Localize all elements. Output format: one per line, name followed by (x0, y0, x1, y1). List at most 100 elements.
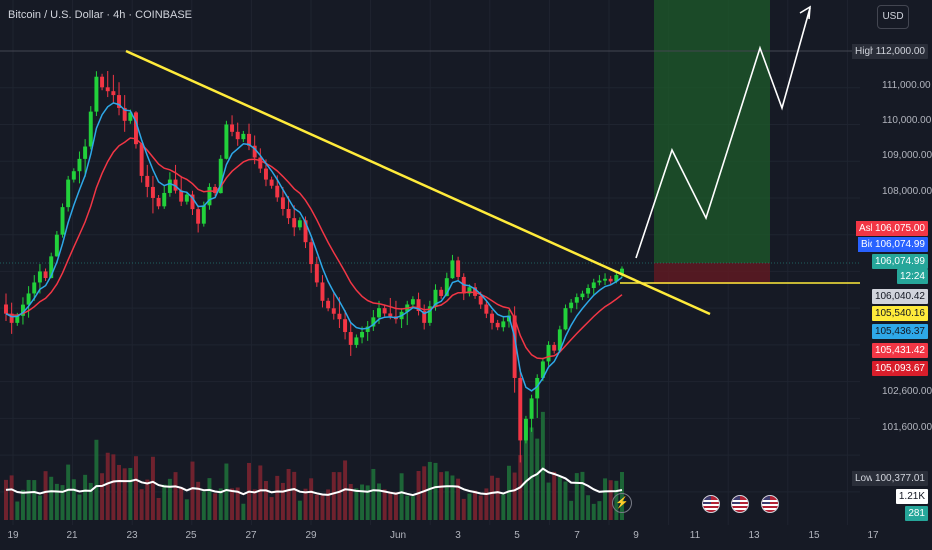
y-tick: 101,600.00 (882, 422, 932, 433)
x-tick: 21 (66, 530, 78, 541)
volume-bar (603, 478, 608, 520)
candle-up (207, 186, 212, 206)
volume-bar (309, 478, 314, 520)
volume-bar (66, 464, 71, 520)
candle-down (518, 377, 523, 441)
candle-down (382, 308, 387, 314)
candle-down (122, 107, 127, 121)
volume-bar (535, 438, 540, 520)
lightning-icon[interactable]: ⚡ (612, 493, 632, 513)
volume-bar (167, 478, 172, 520)
x-tick: 7 (574, 530, 580, 541)
x-tick: 3 (455, 530, 461, 541)
candle-down (331, 308, 336, 314)
slow-ma-line (5, 137, 623, 360)
volume-bar (382, 489, 387, 520)
candle-down (286, 208, 291, 219)
volume-bar (49, 476, 54, 520)
volume-bar (139, 489, 144, 520)
candle-down (230, 124, 235, 132)
x-tick: 5 (514, 530, 520, 541)
volume-bar (591, 503, 596, 520)
x-tick: 25 (185, 530, 197, 541)
candle-up (224, 124, 229, 159)
volume-bar (162, 484, 167, 520)
volume-bar (348, 484, 353, 520)
volume-bar (241, 503, 246, 520)
candle-up (54, 234, 59, 257)
volume-bar (467, 493, 472, 520)
y-tick: 108,000.00 (882, 186, 932, 197)
volume-bar (586, 495, 591, 520)
x-tick: 17 (867, 530, 879, 541)
volume-bar (71, 479, 76, 520)
candle-up (360, 331, 365, 338)
candle-up (603, 278, 608, 281)
candle-down (309, 242, 314, 265)
candle-down (326, 300, 331, 309)
candle-down (343, 319, 348, 333)
long-position-profit-zone (654, 0, 770, 263)
volume-bar (15, 501, 20, 520)
candle-down (145, 175, 150, 187)
candle-up (529, 398, 534, 419)
price-label: 105,540.16 (871, 306, 928, 321)
candle-up (32, 282, 37, 294)
volume-bar (473, 490, 478, 520)
candle-up (15, 315, 20, 323)
candle-up (162, 192, 167, 207)
volume-bar (269, 497, 274, 520)
volume-bar (439, 472, 444, 520)
volume-bar (43, 471, 48, 520)
candle-down (422, 311, 427, 323)
candle-up (597, 280, 602, 283)
volume-ma-line (5, 467, 623, 497)
volume-bar (179, 487, 184, 520)
candle-up (523, 418, 528, 441)
ask-price-label: 106,075.00 (871, 221, 928, 236)
x-tick: 9 (633, 530, 639, 541)
volume-bar (371, 468, 376, 520)
candle-down (456, 260, 461, 277)
candle-down (134, 112, 138, 145)
volume-bar (297, 500, 302, 520)
candle-up (66, 179, 71, 208)
candle-up (569, 302, 574, 309)
volume-bar (263, 481, 268, 520)
us-flag-icon[interactable] (731, 495, 749, 513)
candle-down (190, 194, 195, 210)
countdown-label: 12:24 (896, 269, 928, 284)
volume-bar (26, 479, 31, 520)
currency-button[interactable]: USD (877, 5, 909, 29)
candle-down (4, 304, 8, 314)
candle-up (591, 282, 596, 289)
candle-up (433, 289, 438, 307)
volume-bar (354, 488, 359, 520)
us-flag-icon[interactable] (761, 495, 779, 513)
candle-up (26, 293, 31, 305)
candle-down (388, 313, 393, 317)
volume-bar (314, 494, 319, 520)
price-label: 105,093.67 (871, 361, 928, 376)
symbol-header[interactable]: Bitcoin / U.S. Dollar · 4h · COINBASE (8, 9, 192, 21)
candle-up (184, 194, 189, 202)
volume-bar (399, 473, 404, 520)
volume-bar (201, 491, 206, 520)
candle-up (427, 306, 432, 323)
candle-down (473, 287, 478, 296)
volume-bar (88, 482, 93, 520)
volume-bar (9, 475, 14, 520)
us-flag-icon[interactable] (702, 495, 720, 513)
candle-up (450, 260, 455, 279)
volume-bar (275, 475, 280, 520)
volume-bar (427, 461, 432, 520)
candle-up (535, 377, 540, 399)
candle-up (580, 293, 585, 298)
candle-up (377, 308, 381, 318)
last-price-label: 106,074.99 (871, 254, 928, 269)
projection-arrowhead (799, 5, 811, 20)
volume-bar (100, 473, 105, 520)
volume-bar (224, 463, 229, 520)
candle-up (614, 275, 619, 282)
